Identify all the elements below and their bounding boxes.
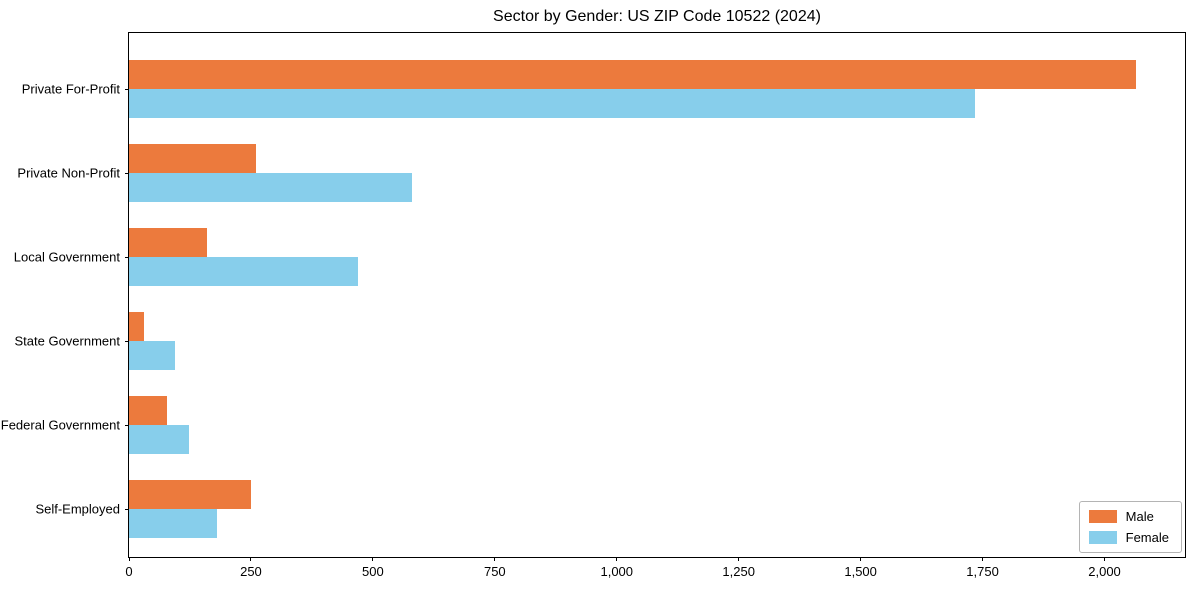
chart-title: Sector by Gender: US ZIP Code 10522 (202…: [493, 8, 821, 25]
x-tick-mark: [738, 557, 740, 561]
x-tick-label: 1,250: [722, 564, 755, 579]
bar-male-local-government: [129, 228, 208, 257]
bar-male-state-government: [129, 312, 144, 341]
x-tick-mark: [982, 557, 984, 561]
x-tick-mark: [372, 557, 374, 561]
y-axis-label-local-government: Local Government: [13, 249, 120, 265]
x-tick-mark: [494, 557, 496, 561]
x-tick-label: 1,000: [600, 564, 634, 579]
x-tick-label: 500: [362, 564, 384, 579]
bar-female-self-employed: [129, 509, 217, 538]
legend-item-female: Female: [1088, 530, 1169, 545]
bar-female-private-non-profit: [129, 173, 412, 202]
bar-female-local-government: [129, 257, 359, 286]
y-tick-mark: [125, 88, 129, 90]
x-tick-label: 0: [125, 564, 133, 579]
legend-swatch-female-icon: [1088, 531, 1117, 544]
y-axis-label-state-government: State Government: [14, 333, 121, 349]
legend-swatch-male-icon: [1088, 510, 1117, 523]
legend-item-male: Male: [1088, 509, 1169, 524]
legend-label-male: Male: [1125, 509, 1154, 524]
y-axis-label-private-for-profit: Private For-Profit: [21, 81, 120, 97]
legend-label-female: Female: [1125, 530, 1169, 545]
bar-female-private-for-profit: [129, 89, 976, 118]
x-tick-mark: [860, 557, 862, 561]
y-tick-mark: [125, 172, 129, 174]
x-tick-mark: [1104, 557, 1106, 561]
plot-area: Male Female Private For-Profit Private No…: [1, 32, 1186, 579]
bar-male-federal-government: [129, 396, 168, 425]
x-tick-label: 250: [240, 564, 262, 579]
x-tick-mark: [616, 557, 618, 561]
bar-male-private-non-profit: [129, 144, 256, 173]
x-tick-mark: [128, 557, 130, 561]
x-tick-label: 750: [483, 564, 506, 579]
y-tick-mark: [125, 256, 129, 258]
bar-male-self-employed: [129, 480, 251, 509]
y-tick-mark: [125, 340, 129, 342]
y-tick-mark: [125, 508, 129, 510]
y-axis-label-self-employed: Self-Employed: [35, 501, 120, 517]
bar-female-state-government: [129, 341, 176, 370]
y-tick-mark: [125, 424, 129, 426]
y-axis-label-private-non-profit: Private Non-Profit: [17, 165, 120, 181]
x-tick-label: 2,000: [1088, 564, 1121, 579]
bar-female-federal-government: [129, 425, 189, 454]
x-tick-label: 1,750: [966, 564, 999, 579]
x-tick-label: 1,500: [844, 564, 877, 579]
legend: Male Female: [1078, 501, 1182, 553]
y-axis-label-federal-government: Federal Government: [0, 417, 120, 433]
x-tick-mark: [250, 557, 252, 561]
bar-male-private-for-profit: [129, 60, 1137, 89]
